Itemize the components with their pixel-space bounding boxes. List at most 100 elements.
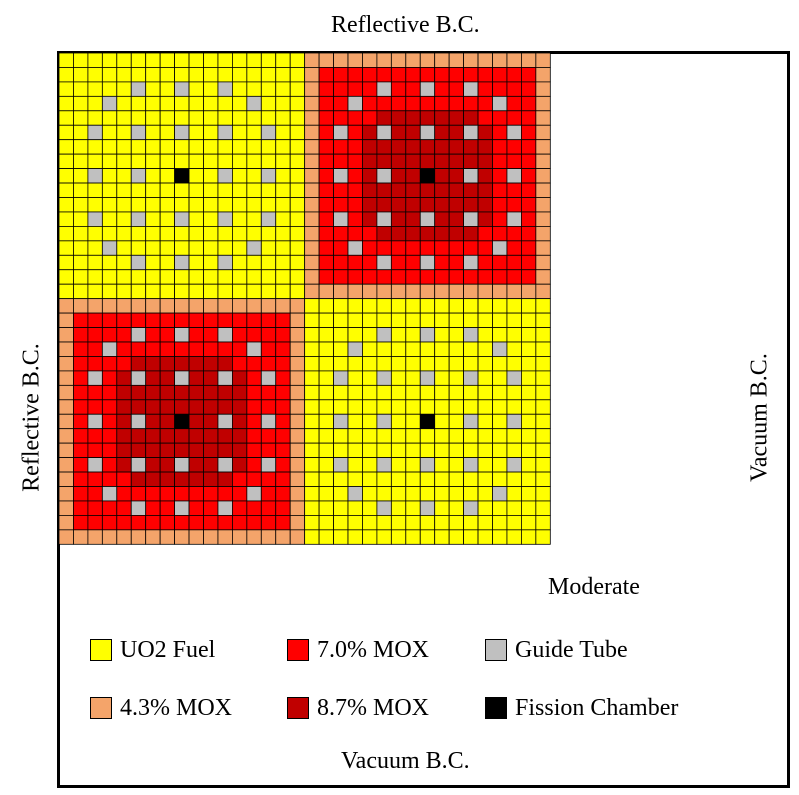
uo2-fuel-pin xyxy=(260,67,277,83)
uo2-fuel-pin xyxy=(448,500,464,516)
uo2-fuel-pin xyxy=(333,428,349,444)
uo2-fuel-pin xyxy=(73,67,89,83)
mox-fuel-pin xyxy=(217,471,233,487)
uo2-fuel-pin xyxy=(116,283,132,300)
guide-tube-pin xyxy=(506,370,522,386)
mox-fuel-pin xyxy=(145,356,161,372)
mox-fuel-pin xyxy=(405,81,421,97)
uo2-fuel-pin xyxy=(101,153,118,169)
mox-fuel-pin xyxy=(159,399,175,415)
mox-fuel-pin xyxy=(217,442,233,458)
mox-fuel-pin xyxy=(174,529,190,545)
mox-fuel-pin xyxy=(405,124,421,141)
uo2-fuel-pin xyxy=(87,254,103,271)
uo2-fuel-pin xyxy=(130,197,147,213)
mox-fuel-pin xyxy=(506,67,522,83)
mox-fuel-pin xyxy=(174,384,190,401)
uo2-fuel-pin xyxy=(130,269,147,285)
mox-fuel-pin xyxy=(217,384,233,401)
mox-fuel-pin xyxy=(130,341,147,357)
legend-swatch-uo2 xyxy=(90,639,112,661)
uo2-fuel-pin xyxy=(159,110,175,126)
guide-tube-pin xyxy=(217,254,233,271)
guide-tube-pin xyxy=(260,370,277,386)
mox-fuel-pin xyxy=(477,254,493,271)
mox-fuel-pin xyxy=(145,529,161,545)
mox-fuel-pin xyxy=(535,182,551,198)
guide-tube-pin xyxy=(130,457,147,473)
guide-tube-pin xyxy=(246,95,262,112)
legend-item-fission-chamber: Fission Chamber xyxy=(485,694,678,722)
uo2-fuel-pin xyxy=(419,529,436,545)
mox-fuel-pin xyxy=(419,139,436,155)
uo2-fuel-pin xyxy=(521,428,537,444)
guide-tube-pin xyxy=(376,370,392,386)
uo2-fuel-pin xyxy=(73,269,89,285)
mox-fuel-pin xyxy=(419,52,436,68)
mox-fuel-pin xyxy=(506,254,522,271)
mox-fuel-pin xyxy=(260,384,277,401)
uo2-fuel-pin xyxy=(203,182,219,198)
mox-fuel-pin xyxy=(116,399,132,415)
mox-fuel-pin xyxy=(58,500,74,516)
mox-fuel-pin xyxy=(521,211,537,227)
mox-fuel-pin xyxy=(101,457,118,473)
mox-fuel-pin xyxy=(318,269,334,285)
mox-fuel-pin xyxy=(275,457,291,473)
guide-tube-pin xyxy=(506,413,522,430)
uo2-fuel-pin xyxy=(188,240,204,256)
uo2-fuel-pin xyxy=(87,225,103,242)
mox-fuel-pin xyxy=(463,153,479,169)
uo2-fuel-pin xyxy=(376,298,392,314)
mox-fuel-pin xyxy=(448,225,464,242)
legend-label-mox43: 4.3% MOX xyxy=(120,694,232,721)
uo2-fuel-pin xyxy=(58,269,74,285)
uo2-fuel-pin xyxy=(58,240,74,256)
guide-tube-pin xyxy=(260,413,277,430)
mox-fuel-pin xyxy=(260,529,277,545)
mox-fuel-pin xyxy=(419,225,436,242)
guide-tube-pin xyxy=(492,486,508,502)
uo2-fuel-pin xyxy=(116,153,132,169)
uo2-fuel-pin xyxy=(101,124,118,141)
mox-fuel-pin xyxy=(318,197,334,213)
uo2-fuel-pin xyxy=(304,471,320,487)
uo2-fuel-pin xyxy=(521,500,537,516)
uo2-fuel-pin xyxy=(246,52,262,68)
uo2-fuel-pin xyxy=(362,486,378,502)
uo2-fuel-pin xyxy=(333,312,349,328)
uo2-fuel-pin xyxy=(535,399,551,415)
uo2-fuel-pin xyxy=(58,197,74,213)
guide-tube-pin xyxy=(376,81,392,97)
uo2-fuel-pin xyxy=(304,486,320,502)
mox-fuel-pin xyxy=(434,168,450,184)
uo2-fuel-pin xyxy=(318,515,334,531)
mox-fuel-pin xyxy=(492,124,508,141)
mox-fuel-pin xyxy=(87,399,103,415)
guide-tube-pin xyxy=(130,413,147,430)
mox-fuel-pin xyxy=(275,356,291,372)
mox-fuel-pin xyxy=(87,500,103,516)
mox-fuel-pin xyxy=(130,471,147,487)
uo2-fuel-pin xyxy=(506,298,522,314)
uo2-fuel-pin xyxy=(188,269,204,285)
guide-tube-pin xyxy=(217,370,233,386)
uo2-fuel-pin xyxy=(304,529,320,545)
uo2-fuel-pin xyxy=(246,139,262,155)
uo2-fuel-pin xyxy=(275,254,291,271)
uo2-fuel-pin xyxy=(347,500,363,516)
uo2-fuel-pin xyxy=(448,457,464,473)
mox-fuel-pin xyxy=(318,81,334,97)
mox-fuel-pin xyxy=(448,197,464,213)
mox-fuel-pin xyxy=(506,110,522,126)
mox-fuel-pin xyxy=(506,225,522,242)
mox-fuel-pin xyxy=(333,225,349,242)
uo2-fuel-pin xyxy=(492,413,508,430)
uo2-fuel-pin xyxy=(318,341,334,357)
uo2-fuel-pin xyxy=(535,515,551,531)
uo2-fuel-pin xyxy=(318,500,334,516)
guide-tube-pin xyxy=(174,500,190,516)
uo2-fuel-pin xyxy=(535,500,551,516)
mox-fuel-pin xyxy=(130,399,147,415)
uo2-fuel-pin xyxy=(535,370,551,386)
